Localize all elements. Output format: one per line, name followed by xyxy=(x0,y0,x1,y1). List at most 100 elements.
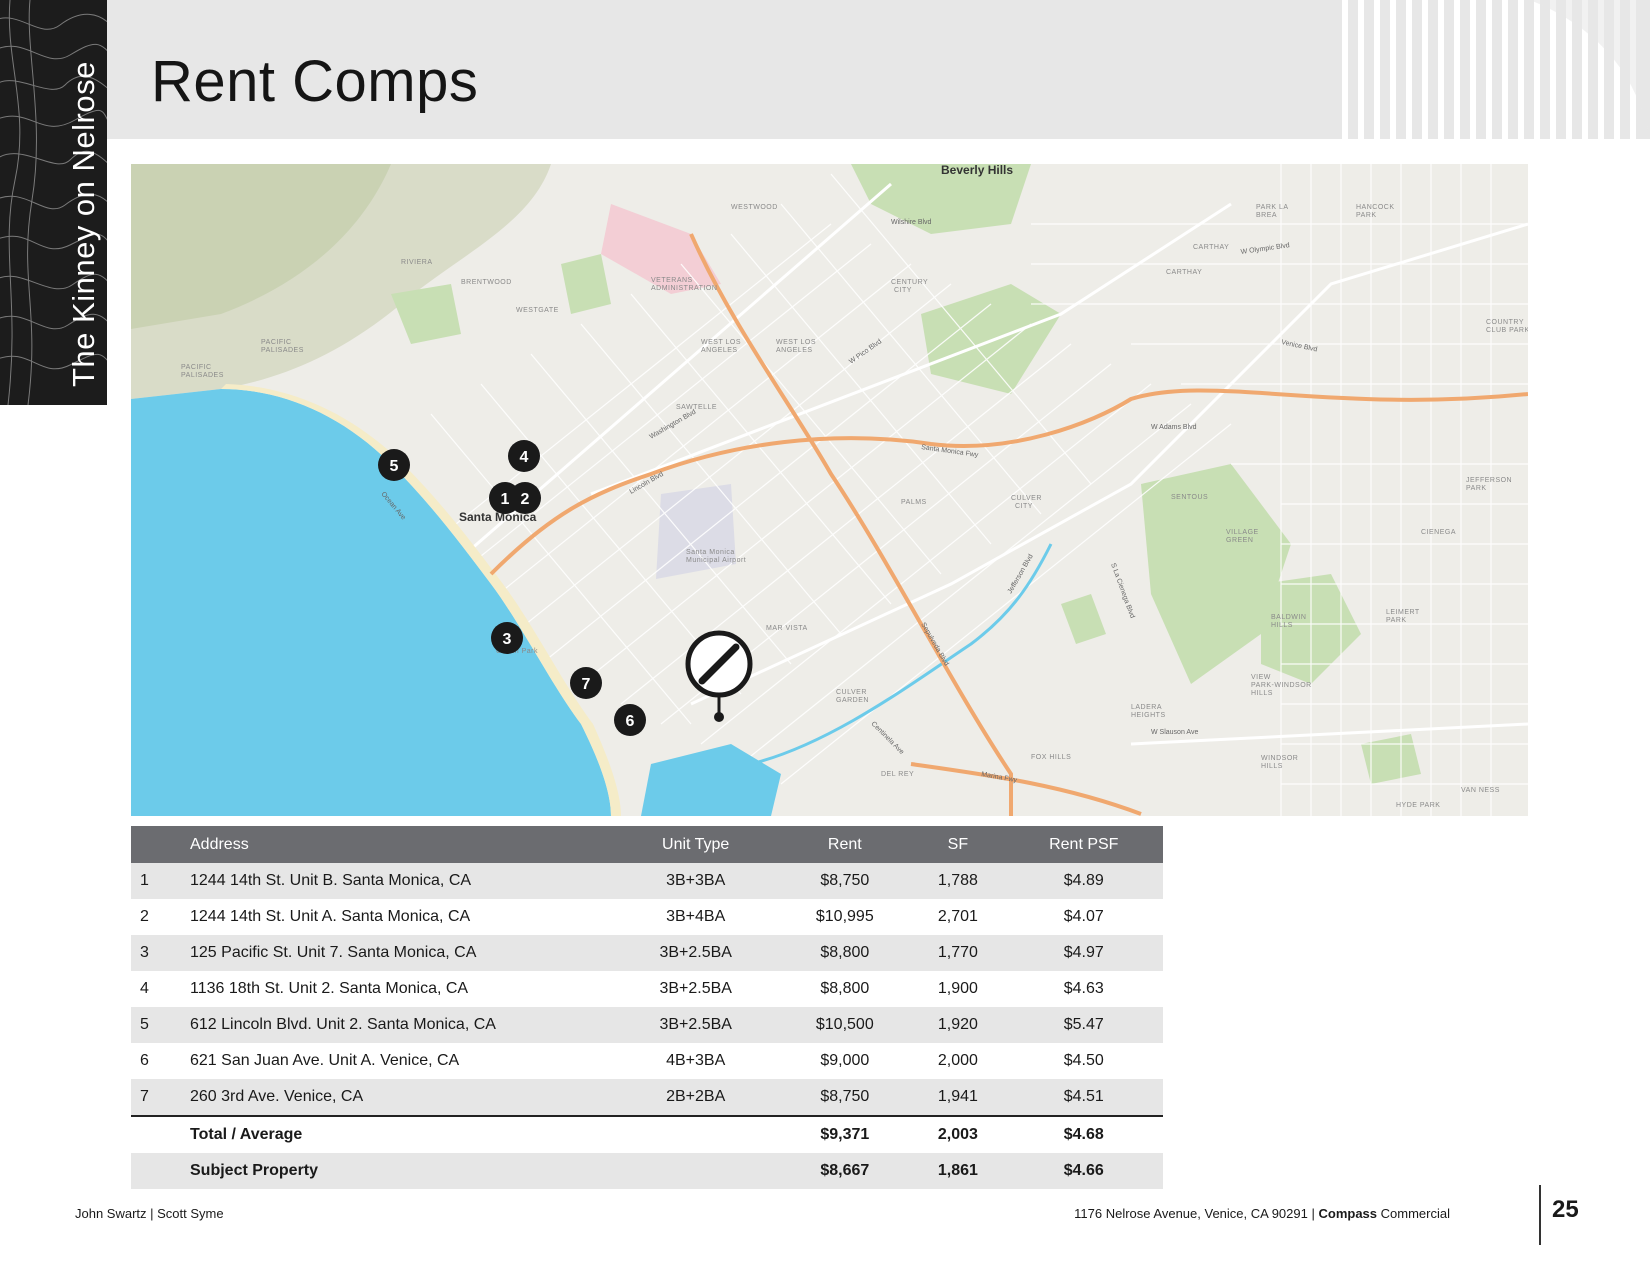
svg-text:CENTURY: CENTURY xyxy=(891,279,928,286)
total-rent-psf: $4.68 xyxy=(1004,1115,1163,1153)
svg-text:MAR VISTA: MAR VISTA xyxy=(766,625,808,632)
svg-text:BREA: BREA xyxy=(1256,212,1277,219)
svg-text:COUNTRY: COUNTRY xyxy=(1486,319,1524,326)
svg-text:WINDSOR: WINDSOR xyxy=(1261,755,1298,762)
footer-agents: John Swartz | Scott Syme xyxy=(75,1206,224,1221)
svg-text:WEST LOS: WEST LOS xyxy=(701,339,741,346)
row-unit-type: 2B+2BA xyxy=(613,1079,779,1116)
row-address: 1244 14th St. Unit B. Santa Monica, CA xyxy=(189,863,613,899)
svg-text:BRENTWOOD: BRENTWOOD xyxy=(461,279,512,286)
col-unit-type-header: Unit Type xyxy=(613,826,779,863)
svg-text:ADMINISTRATION: ADMINISTRATION xyxy=(651,285,717,292)
svg-text:JEFFERSON: JEFFERSON xyxy=(1466,477,1512,484)
footer-brand-bold: Compass xyxy=(1318,1206,1378,1221)
svg-text:W Adams Blvd: W Adams Blvd xyxy=(1151,424,1197,431)
rent-comps-table: Address Unit Type Rent SF Rent PSF 1 124… xyxy=(131,826,1163,1189)
svg-text:LEIMERT: LEIMERT xyxy=(1386,609,1420,616)
pin-5[interactable]: 5 xyxy=(378,449,410,481)
pacific-ocean xyxy=(131,389,611,816)
pin-3[interactable]: 3 xyxy=(491,622,523,654)
svg-text:Santa Monica: Santa Monica xyxy=(686,549,735,556)
row-rent-psf: $4.50 xyxy=(1063,1052,1104,1069)
subject-sf: 1,861 xyxy=(911,1153,1005,1189)
row-sf: 2,000 xyxy=(937,1052,978,1069)
svg-text:CIENEGA: CIENEGA xyxy=(1421,529,1456,536)
table-row: 1 1244 14th St. Unit B. Santa Monica, CA… xyxy=(131,863,1163,899)
comps-map[interactable]: RIVIERA BRENTWOOD PACIFIC PALISADES PACI… xyxy=(131,164,1528,816)
no-symbol-marker-icon[interactable] xyxy=(685,630,753,722)
row-unit-type: 3B+3BA xyxy=(613,863,779,899)
page-number: 25 xyxy=(1552,1196,1579,1223)
col-rent-psf-header: Rent PSF xyxy=(1004,826,1163,863)
svg-text:PARK LA: PARK LA xyxy=(1256,204,1289,211)
svg-text:PACIFIC: PACIFIC xyxy=(261,339,292,346)
svg-text:HEIGHTS: HEIGHTS xyxy=(1131,712,1166,719)
row-rent: $8,800 xyxy=(820,980,870,997)
svg-text:SAWTELLE: SAWTELLE xyxy=(676,404,717,411)
pin-6-label: 6 xyxy=(626,713,635,730)
pin-2[interactable]: 2 xyxy=(509,482,541,514)
subject-property-row: Subject Property $8,667 1,861 $4.66 xyxy=(131,1153,1163,1189)
svg-text:ANGELES: ANGELES xyxy=(701,347,738,354)
total-rent: $9,371 xyxy=(778,1115,912,1153)
pin-4[interactable]: 4 xyxy=(508,440,540,472)
pin-6[interactable]: 6 xyxy=(614,704,646,736)
svg-text:CLUB PARK: CLUB PARK xyxy=(1486,327,1528,334)
svg-text:W Slauson Ave: W Slauson Ave xyxy=(1151,729,1198,736)
svg-text:HYDE PARK: HYDE PARK xyxy=(1396,802,1440,809)
svg-text:LADERA: LADERA xyxy=(1131,704,1162,711)
col-sf-header: SF xyxy=(911,826,1005,863)
row-address: 621 San Juan Ave. Unit A. Venice, CA xyxy=(190,1052,460,1069)
row-number: 7 xyxy=(131,1079,189,1116)
row-number: 2 xyxy=(140,908,149,925)
row-rent: $9,000 xyxy=(820,1052,870,1069)
svg-text:PARK: PARK xyxy=(1356,212,1377,219)
row-rent-psf: $4.89 xyxy=(1004,863,1163,899)
pin-2-label: 2 xyxy=(521,491,530,508)
subject-rent: $8,667 xyxy=(778,1153,912,1189)
santa-monica-label: Santa Monica xyxy=(459,510,537,524)
pin-7-label: 7 xyxy=(582,676,591,693)
topographic-pattern-icon xyxy=(0,0,107,405)
svg-text:PARK-WINDSOR: PARK-WINDSOR xyxy=(1251,682,1312,689)
subject-unit-empty-cell xyxy=(613,1153,779,1189)
row-unit-type: 4B+3BA xyxy=(666,1052,726,1069)
svg-text:PALISADES: PALISADES xyxy=(261,347,304,354)
row-address: 1136 18th St. Unit 2. Santa Monica, CA xyxy=(190,980,469,997)
pin-7[interactable]: 7 xyxy=(570,667,602,699)
total-label: Total / Average xyxy=(189,1115,613,1153)
table-header-row: Address Unit Type Rent SF Rent PSF xyxy=(131,826,1163,863)
svg-text:ANGELES: ANGELES xyxy=(776,347,813,354)
svg-text:PARK: PARK xyxy=(1466,485,1487,492)
svg-text:Ocean Park: Ocean Park xyxy=(496,648,538,655)
row-rent: $8,750 xyxy=(778,863,912,899)
svg-text:VAN NESS: VAN NESS xyxy=(1461,787,1500,794)
table-row: 2 1244 14th St. Unit A. Santa Monica, CA… xyxy=(131,899,1163,935)
svg-text:WESTWOOD: WESTWOOD xyxy=(731,204,778,211)
table-row: 3 125 Pacific St. Unit 7. Santa Monica, … xyxy=(131,935,1163,971)
row-rent-psf: $4.97 xyxy=(1004,935,1163,971)
col-rent-header: Rent xyxy=(778,826,912,863)
table-row: 5 612 Lincoln Blvd. Unit 2. Santa Monica… xyxy=(131,1007,1163,1043)
row-rent-psf: $4.63 xyxy=(1063,980,1104,997)
col-address-header: Address xyxy=(189,826,613,863)
svg-text:CARTHAY: CARTHAY xyxy=(1193,244,1229,251)
svg-text:CULVER: CULVER xyxy=(1011,495,1042,502)
svg-text:WESTGATE: WESTGATE xyxy=(516,307,559,314)
svg-text:CULVER: CULVER xyxy=(836,689,867,696)
vertical-property-title: The Kinney on Nelrose xyxy=(66,61,101,387)
svg-text:FOX HILLS: FOX HILLS xyxy=(1031,754,1071,761)
row-address: 125 Pacific St. Unit 7. Santa Monica, CA xyxy=(189,935,613,971)
svg-text:PALMS: PALMS xyxy=(901,499,927,506)
total-sf: 2,003 xyxy=(911,1115,1005,1153)
svg-text:PARK: PARK xyxy=(1386,617,1407,624)
row-sf: 1,920 xyxy=(911,1007,1005,1043)
footer-address: 1176 Nelrose Avenue, Venice, CA 90291 xyxy=(1074,1206,1308,1221)
row-rent: $8,800 xyxy=(778,935,912,971)
svg-text:Municipal Airport: Municipal Airport xyxy=(686,557,746,564)
total-unit-empty-cell xyxy=(613,1115,779,1153)
row-address: 612 Lincoln Blvd. Unit 2. Santa Monica, … xyxy=(189,1007,613,1043)
footer-divider xyxy=(1539,1185,1541,1245)
row-sf: 1,900 xyxy=(937,980,978,997)
svg-text:VILLAGE: VILLAGE xyxy=(1226,529,1259,536)
